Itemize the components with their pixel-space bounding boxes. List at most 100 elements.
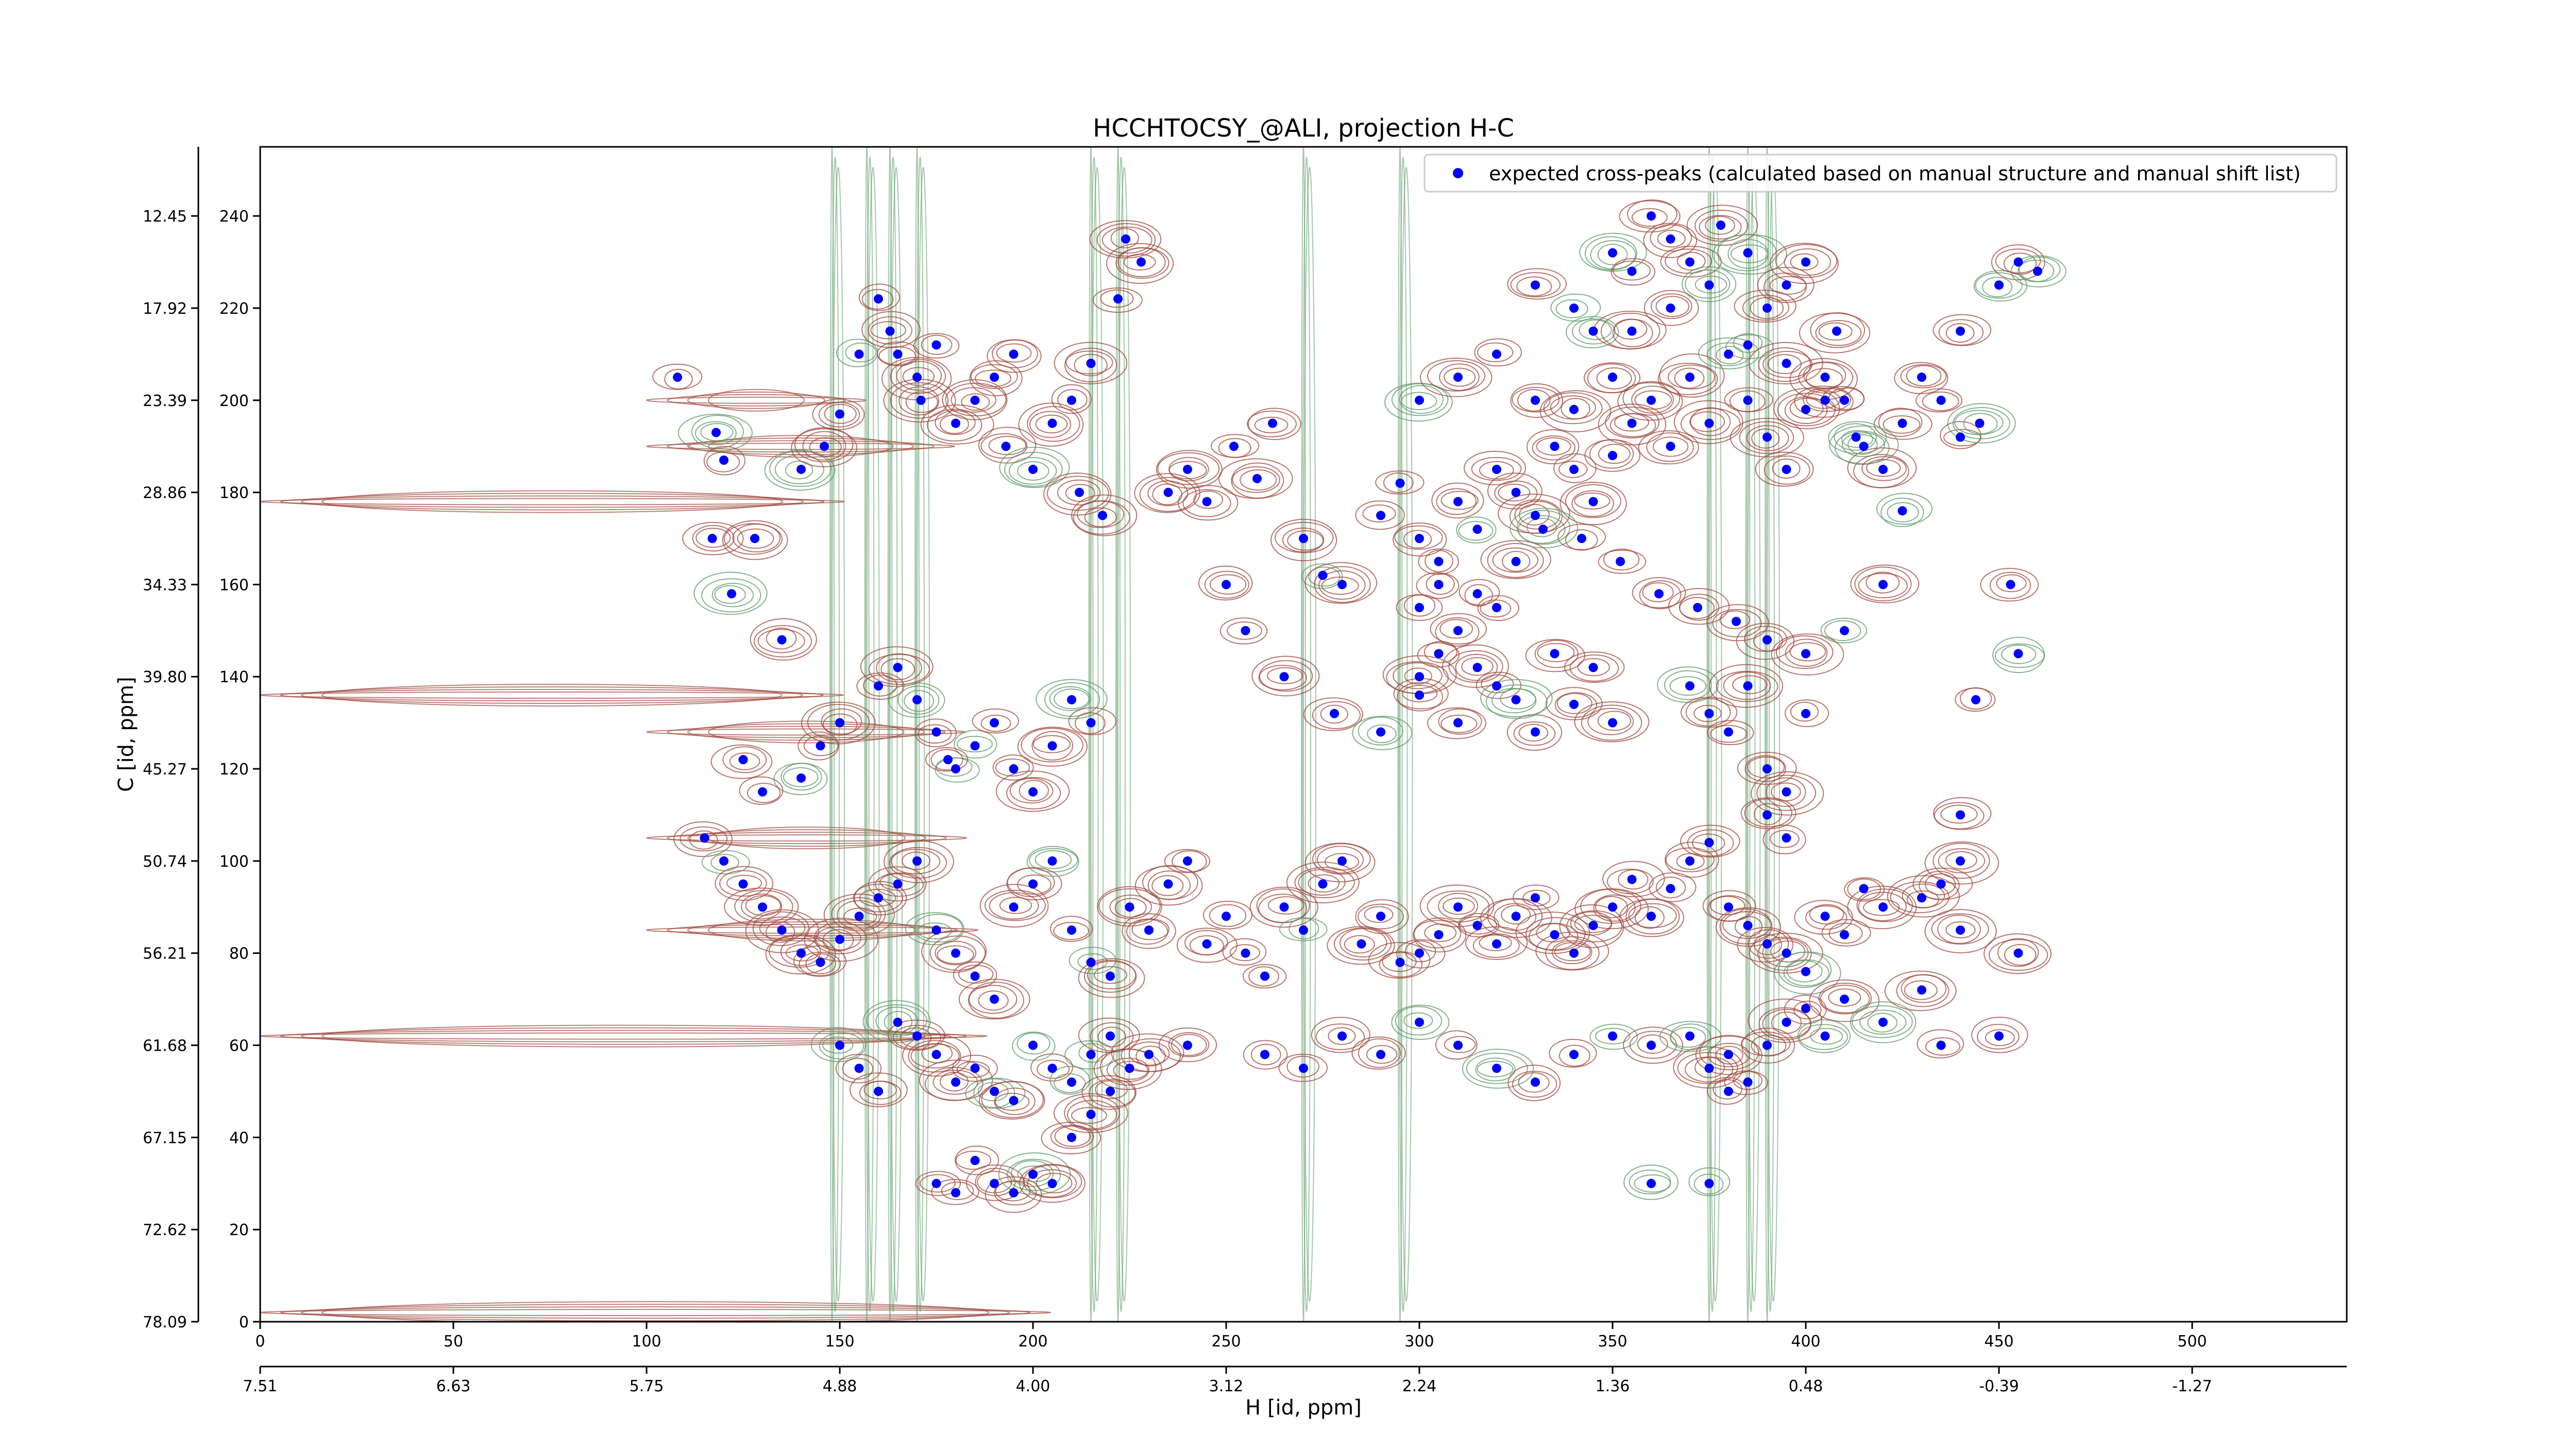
contour-ring bbox=[1692, 833, 1725, 853]
contour-ring bbox=[1828, 922, 1863, 944]
cross-peak-point bbox=[1511, 557, 1521, 566]
contour-ring bbox=[1598, 444, 1631, 464]
contour-ring bbox=[1498, 483, 1531, 502]
contour-streak bbox=[687, 829, 926, 847]
contour-ring bbox=[1805, 368, 1843, 390]
contour-ring bbox=[1036, 679, 1108, 719]
contour-ring bbox=[939, 1071, 969, 1092]
contour-ring bbox=[941, 1182, 974, 1201]
contour-ring bbox=[1673, 400, 1743, 444]
contour-ring bbox=[1044, 682, 1100, 717]
cross-peak-point bbox=[1009, 1188, 1019, 1198]
contour-ring bbox=[1558, 1044, 1590, 1067]
contour-ring bbox=[1992, 636, 2045, 673]
cross-peak-point bbox=[1820, 373, 1830, 382]
cross-peak-point bbox=[1588, 921, 1598, 931]
contour-ring bbox=[689, 830, 718, 850]
x-ppm-tick-label: 4.88 bbox=[823, 1377, 857, 1395]
contour-ring bbox=[799, 952, 841, 976]
cross-peak-point bbox=[1743, 248, 1753, 258]
contour-ring bbox=[1980, 568, 2039, 602]
cross-peak-point bbox=[1994, 280, 2004, 290]
contour-ring bbox=[1032, 735, 1071, 753]
cross-peak-point bbox=[1569, 405, 1579, 414]
contour-ring bbox=[1767, 354, 1802, 375]
cross-peak-point bbox=[1936, 879, 1946, 889]
contour-ring bbox=[1550, 395, 1596, 420]
contour-ring bbox=[1396, 594, 1443, 621]
contour-ring bbox=[987, 339, 1042, 373]
contour-ring bbox=[1404, 667, 1432, 685]
contour-ring bbox=[1859, 1009, 1907, 1035]
cross-peak-point bbox=[1202, 939, 1212, 949]
contour-ring bbox=[918, 724, 952, 744]
cross-peak-point bbox=[1028, 1040, 1038, 1050]
contour-ring bbox=[1393, 523, 1447, 557]
contour-ring bbox=[1098, 888, 1161, 924]
contour-ring bbox=[1084, 507, 1117, 528]
cross-peak-point bbox=[738, 755, 748, 765]
contour-ring bbox=[1527, 517, 1557, 537]
contour-ring bbox=[1492, 547, 1538, 573]
contour-ring bbox=[1282, 527, 1325, 553]
contour-ring bbox=[1016, 1032, 1050, 1055]
contour-ring bbox=[866, 1004, 927, 1037]
contour-ring bbox=[1057, 479, 1101, 506]
y-index-tick-label: 120 bbox=[219, 761, 249, 779]
contour-ring bbox=[965, 1077, 1026, 1109]
x-ppm-tick-label: 1.36 bbox=[1596, 1377, 1630, 1395]
contour-layer bbox=[260, 147, 2066, 1322]
contour-ring bbox=[1945, 851, 1977, 870]
contour-ring bbox=[1632, 208, 1668, 227]
x-ppm-tick-label: 6.63 bbox=[436, 1377, 471, 1395]
contour-ring bbox=[1952, 407, 2010, 440]
y-index-tick-label: 100 bbox=[219, 853, 249, 871]
cross-peak-point bbox=[1075, 487, 1084, 497]
contour-ring bbox=[701, 578, 761, 613]
contour-ring bbox=[1035, 414, 1068, 434]
cross-peak-point bbox=[931, 1178, 941, 1188]
contour-ring bbox=[1598, 403, 1667, 446]
contour-streak bbox=[1303, 167, 1316, 1302]
cross-peak-point bbox=[1434, 649, 1444, 659]
cross-peak-point bbox=[2006, 580, 2015, 589]
contour-ring bbox=[1622, 381, 1681, 416]
contour-ring bbox=[1793, 1001, 1822, 1020]
x-index-tick-label: 400 bbox=[1791, 1333, 1820, 1351]
contour-ring bbox=[1101, 226, 1153, 254]
cross-peak-point bbox=[1820, 912, 1830, 921]
contour-ring bbox=[1744, 798, 1792, 828]
contour-ring bbox=[1078, 958, 1145, 998]
contour-ring bbox=[815, 926, 861, 951]
contour-streak bbox=[1116, 157, 1126, 1312]
contour-ring bbox=[1051, 384, 1092, 414]
contour-ring bbox=[1650, 224, 1692, 252]
cross-peak-point bbox=[1183, 464, 1192, 474]
contour-ring bbox=[1815, 319, 1862, 346]
contour-ring bbox=[740, 894, 783, 920]
cross-peak-point bbox=[1086, 1050, 1096, 1059]
contour-ring bbox=[1984, 933, 2052, 974]
contour-ring bbox=[1866, 459, 1901, 477]
contour-ring bbox=[890, 849, 941, 874]
cross-peak-point bbox=[1685, 681, 1694, 691]
contour-ring bbox=[902, 851, 930, 870]
contour-ring bbox=[710, 744, 773, 779]
cross-peak-point bbox=[1492, 939, 1501, 949]
cross-peak-point bbox=[1704, 838, 1714, 848]
contour-ring bbox=[1739, 421, 1794, 454]
contour-ring bbox=[1050, 916, 1093, 942]
contour-ring bbox=[673, 821, 733, 857]
cross-peak-point bbox=[1840, 626, 1849, 635]
x-index-tick-label: 0 bbox=[255, 1333, 265, 1351]
contour-ring bbox=[893, 1025, 942, 1050]
contour-ring bbox=[1751, 771, 1824, 816]
contour-ring bbox=[1156, 450, 1223, 489]
contour-ring bbox=[1710, 724, 1748, 743]
cross-peak-point bbox=[796, 948, 806, 958]
contour-ring bbox=[1301, 563, 1343, 589]
contour-ring bbox=[1702, 890, 1756, 922]
x-index-tick-label: 450 bbox=[1984, 1333, 2013, 1351]
contour-ring bbox=[1858, 891, 1907, 921]
contour-ring bbox=[1724, 387, 1773, 412]
